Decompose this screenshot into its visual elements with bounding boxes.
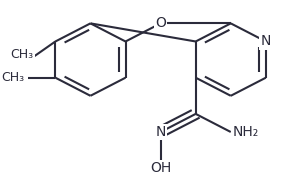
Text: N: N [261, 34, 271, 48]
Text: OH: OH [150, 161, 171, 175]
Text: O: O [155, 16, 166, 30]
Text: CH₃: CH₃ [1, 71, 24, 84]
Text: N: N [155, 125, 166, 139]
Text: NH₂: NH₂ [233, 125, 259, 139]
Text: CH₃: CH₃ [10, 48, 33, 61]
